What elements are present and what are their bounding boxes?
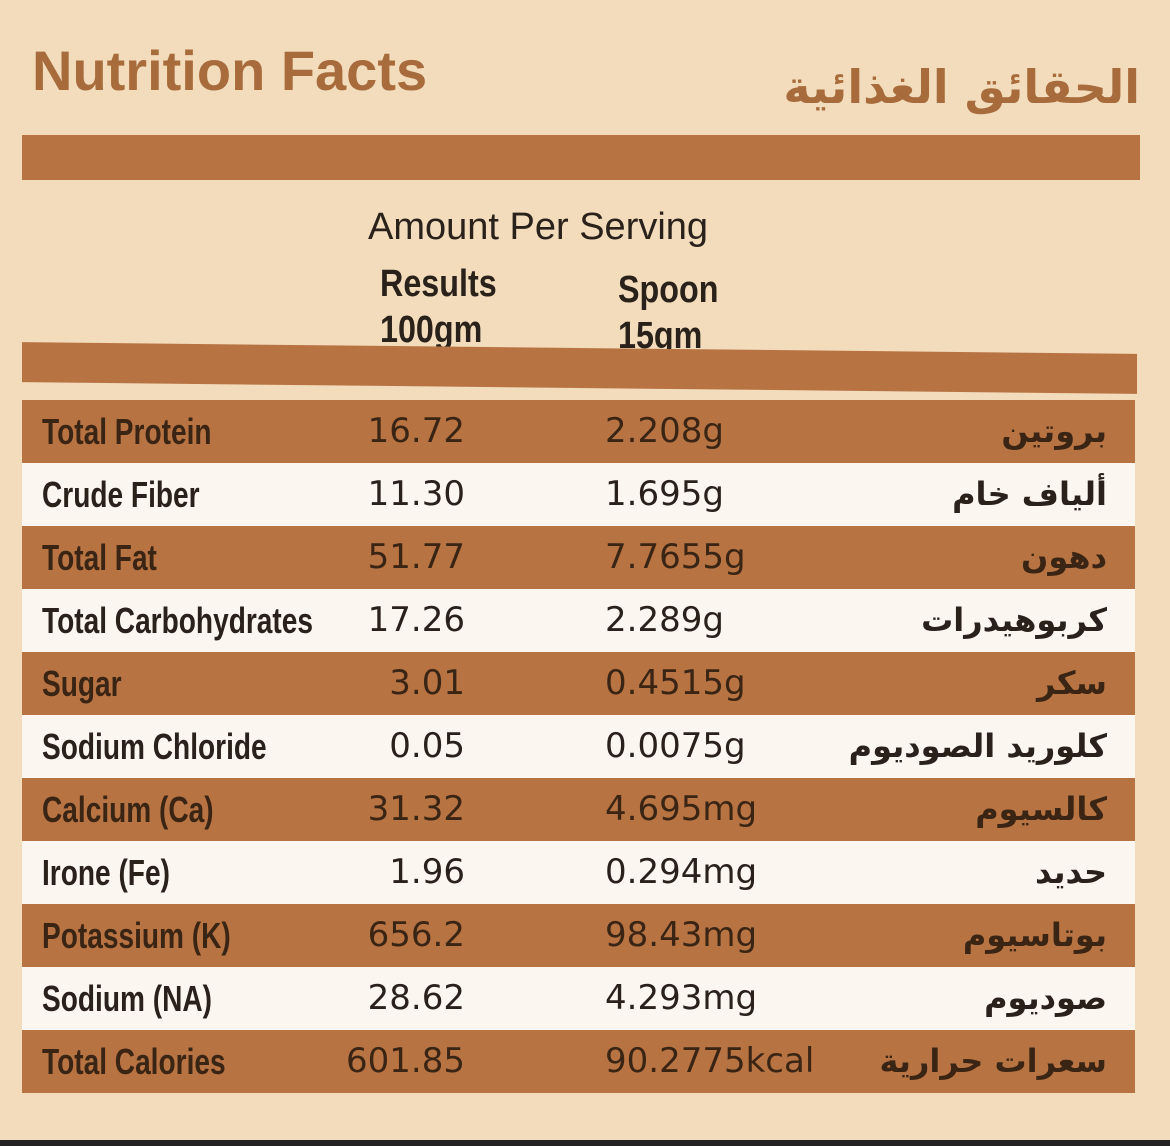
- per-100gm: 31.32: [367, 789, 465, 829]
- per-100gm: 16.72: [367, 411, 465, 451]
- divider-bar: [22, 342, 1137, 394]
- column-heading: Results: [380, 263, 497, 305]
- per-spoon: 1.695g: [605, 474, 724, 514]
- per-spoon: 90.2775kcal: [605, 1041, 815, 1081]
- nutrient-name: Total Protein: [42, 411, 212, 452]
- nutrient-name-arabic: صوديوم: [984, 979, 1107, 1017]
- per-100gm: 0.05: [389, 726, 465, 766]
- per-spoon: 0.0075g: [605, 726, 746, 766]
- per-spoon: 4.695mg: [605, 789, 758, 829]
- nutrient-name: Crude Fiber: [42, 474, 200, 515]
- nutrient-name: Sugar: [42, 663, 122, 704]
- per-100gm: 51.77: [367, 537, 465, 577]
- nutrient-name: Total Fat: [42, 537, 157, 578]
- per-spoon: 2.289g: [605, 600, 724, 640]
- table-row: Total Calories 601.85 90.2775kcal سعرات حرا…: [22, 1030, 1135, 1093]
- bottom-edge: [0, 1140, 1170, 1146]
- per-spoon: 0.294mg: [605, 852, 758, 892]
- title: Nutrition Facts: [32, 39, 428, 102]
- per-100gm: 11.30: [367, 474, 465, 514]
- per-100gm: 601.85: [346, 1041, 465, 1081]
- table-row: Total Fat 51.77 7.7655g دهون: [22, 526, 1135, 589]
- nutrient-name: Irone (Fe): [42, 852, 170, 893]
- nutrient-name: Total Carbohydrates: [42, 600, 313, 641]
- table-row: Sodium Chloride 0.05 0.0075g كلوريد الصوديو…: [22, 715, 1135, 778]
- nutrient-name-arabic: بوتاسيوم: [962, 916, 1107, 954]
- per-100gm: 3.01: [389, 663, 465, 703]
- per-100gm: 17.26: [367, 600, 465, 640]
- nutrient-name-arabic: كربوهيدرات: [921, 601, 1107, 639]
- column-heading: Spoon: [618, 269, 719, 311]
- header-bar: [22, 135, 1140, 180]
- title-arabic: الحقائق الغذائية: [783, 60, 1140, 114]
- nutrient-name-arabic: كلوريد الصوديوم: [848, 727, 1107, 765]
- per-spoon: 7.7655g: [605, 537, 746, 577]
- table-row: Calcium (Ca) 31.32 4.695mg كالسيوم: [22, 778, 1135, 841]
- nutrient-name-arabic: سعرات حرارية: [879, 1042, 1107, 1080]
- table-row: Total Protein 16.72 2.208g بروتين: [22, 400, 1135, 463]
- table-row: Irone (Fe) 1.96 0.294mg حديد: [22, 841, 1135, 904]
- nutrient-name: Potassium (K): [42, 915, 231, 956]
- nutrient-name-arabic: دهون: [1021, 538, 1107, 576]
- table-row: Sodium (NA) 28.62 4.293mg صوديوم: [22, 967, 1135, 1030]
- nutrient-name-arabic: حديد: [1034, 853, 1107, 891]
- per-100gm: 28.62: [367, 978, 465, 1018]
- nutrient-name-arabic: كالسيوم: [975, 790, 1107, 828]
- nutrient-name-arabic: بروتين: [1001, 412, 1107, 450]
- per-spoon: 4.293mg: [605, 978, 758, 1018]
- per-100gm: 656.2: [367, 915, 465, 955]
- nutrient-name: Calcium (Ca): [42, 789, 214, 830]
- per-spoon: 98.43mg: [605, 915, 758, 955]
- table-row: Crude Fiber 11.30 1.695g ألياف خام: [22, 463, 1135, 526]
- per-spoon: 2.208g: [605, 411, 724, 451]
- table-row: Potassium (K) 656.2 98.43mg بوتاسيوم: [22, 904, 1135, 967]
- nutrient-name: Total Calories: [42, 1041, 226, 1082]
- amount-per-serving: Amount Per Serving: [368, 206, 709, 248]
- per-100gm: 1.96: [389, 852, 465, 892]
- nutrient-name-arabic: سكر: [1037, 664, 1107, 702]
- nutrient-name-arabic: ألياف خام: [952, 475, 1107, 513]
- column-unit: 100gm: [380, 309, 483, 351]
- table-row: Sugar 3.01 0.4515g سكر: [22, 652, 1135, 715]
- per-spoon: 0.4515g: [605, 663, 746, 703]
- nutrient-name: Sodium (NA): [42, 978, 213, 1019]
- nutrient-name: Sodium Chloride: [42, 726, 267, 767]
- table-row: Total Carbohydrates 17.26 2.289g كربوهيدرات: [22, 589, 1135, 652]
